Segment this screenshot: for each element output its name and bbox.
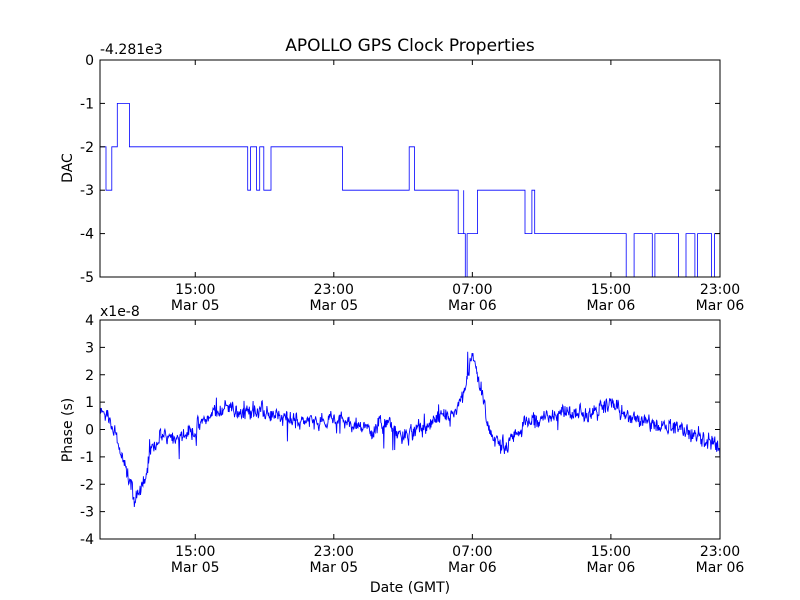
x-tick-date-label: Mar 06 xyxy=(587,560,636,576)
x-tick-time-label: 07:00 xyxy=(452,544,492,560)
dac-series-line xyxy=(100,103,721,278)
x-tick-date-label: Mar 05 xyxy=(171,298,220,314)
x-tick-date-label: Mar 06 xyxy=(587,298,636,314)
x-tick-date-label: Mar 05 xyxy=(309,298,358,314)
x-tick-time-label: 15:00 xyxy=(591,544,631,560)
x-tick-time-label: 23:00 xyxy=(314,544,354,560)
y-tick-label: 2 xyxy=(85,368,94,384)
x-tick-time-label: 15:00 xyxy=(591,282,631,298)
x-tick-date-label: Mar 06 xyxy=(448,560,497,576)
y-tick-label: -2 xyxy=(80,477,94,493)
x-tick-date-label: Mar 05 xyxy=(309,560,358,576)
y-tick-label: -3 xyxy=(80,505,94,521)
phase-series-line xyxy=(99,351,721,508)
y-tick-label: -1 xyxy=(80,450,94,466)
dac-ylabel: DAC xyxy=(60,153,76,183)
phase-line xyxy=(99,351,721,508)
figure-title: APOLLO GPS Clock Properties xyxy=(285,36,535,56)
x-tick-time-label: 23:00 xyxy=(314,282,354,298)
x-tick-time-label: 23:00 xyxy=(700,282,740,298)
x-tick-date-label: Mar 06 xyxy=(696,560,745,576)
y-tick-label: -3 xyxy=(80,183,94,199)
x-axis-label: Date (GMT) xyxy=(370,580,450,596)
y-tick-label: 0 xyxy=(85,53,94,69)
y-tick-label: -4 xyxy=(80,227,94,243)
dac-line xyxy=(100,103,721,278)
y-tick-label: -4 xyxy=(80,532,94,548)
y-tick-label: 3 xyxy=(85,340,94,356)
phase-ylabel: Phase (s) xyxy=(60,398,76,462)
y-tick-label: -1 xyxy=(80,96,94,112)
y-tick-label: 0 xyxy=(85,423,94,439)
phase-axes-frame xyxy=(99,319,721,540)
y-tick-label: -5 xyxy=(80,270,94,286)
y-tick-label: 4 xyxy=(85,313,94,329)
x-tick-time-label: 15:00 xyxy=(175,544,215,560)
dac-axes-frame xyxy=(99,59,721,278)
phase-offset-label: x1e-8 xyxy=(100,304,140,320)
x-tick-date-label: Mar 06 xyxy=(448,298,497,314)
x-tick-time-label: 15:00 xyxy=(175,282,215,298)
x-tick-date-label: Mar 05 xyxy=(171,560,220,576)
y-tick-label: 1 xyxy=(85,395,94,411)
y-tick-label: -2 xyxy=(80,140,94,156)
x-tick-time-label: 07:00 xyxy=(452,282,492,298)
x-tick-time-label: 23:00 xyxy=(700,544,740,560)
x-tick-date-label: Mar 06 xyxy=(696,298,745,314)
dac-offset-label: -4.281e3 xyxy=(100,42,163,58)
